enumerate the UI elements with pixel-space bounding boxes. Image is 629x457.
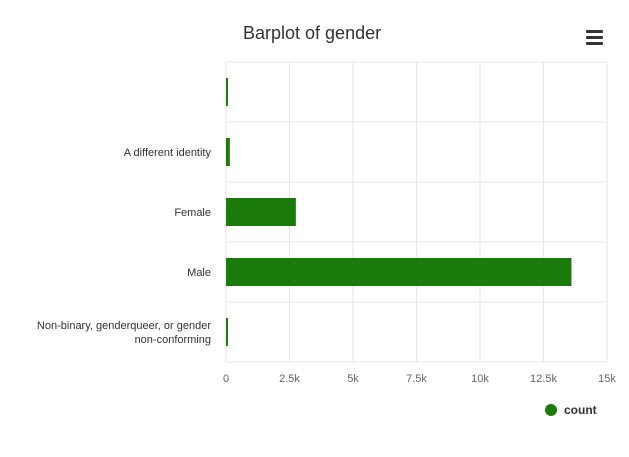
category-label: Male: [187, 267, 211, 279]
bar: [226, 198, 296, 226]
chart-title: Barplot of gender: [243, 23, 381, 43]
category-label: Non-binary, genderqueer, or gender non-co…: [37, 320, 211, 346]
legend-marker: [545, 404, 557, 416]
x-tick-label: 15k: [598, 373, 616, 385]
bar: [226, 318, 228, 346]
bar: [226, 78, 228, 106]
x-tick-label: 0: [223, 373, 229, 385]
x-tick-label: 7.5k: [406, 373, 427, 385]
x-tick-label: 10k: [471, 373, 489, 385]
x-tick-label: 12.5k: [530, 373, 557, 385]
x-tick-label: 5k: [347, 373, 359, 385]
x-tick-label: 2.5k: [279, 373, 300, 385]
hamburger-menu-icon[interactable]: [582, 26, 606, 48]
bar: [226, 258, 572, 286]
bar: [226, 138, 230, 166]
legend-label: count: [564, 403, 597, 417]
category-label: Female: [174, 207, 211, 219]
category-label: A different identity: [124, 147, 212, 159]
